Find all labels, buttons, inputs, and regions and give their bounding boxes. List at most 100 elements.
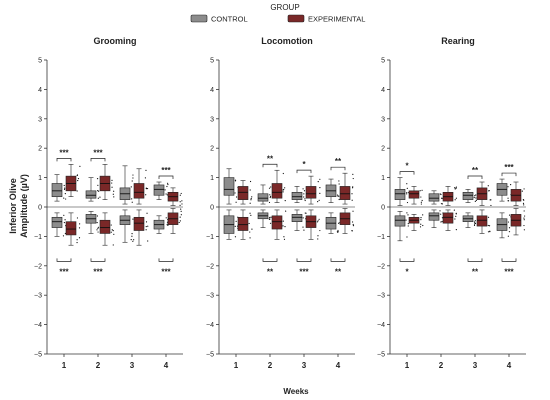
sample-dot [303,190,306,192]
box-control-week1-neg [51,212,67,237]
box-body [291,214,303,223]
box-body [408,190,420,199]
sample-dot [407,214,409,216]
sample-dot [145,221,148,223]
y-tick-label: −3 [206,293,214,300]
sample-dot [146,212,148,214]
box-control-week4-pos [496,178,512,202]
sample-dot [419,226,422,228]
box-control-week3-neg [462,212,477,228]
sample-dot [130,186,132,188]
sample-dot [489,199,491,201]
box-body [428,193,440,202]
sample-dot [166,185,168,188]
sample-dot [421,199,423,202]
sample-dot [145,225,147,228]
y-tick-label: −2 [206,263,214,270]
sample-dot [473,224,476,226]
significance-label: *** [504,163,514,172]
sample-dot [250,214,252,216]
box-experimental-week3-neg [133,209,149,246]
sample-dot [337,229,339,232]
sample-dot [455,215,457,217]
sample-dot [166,182,169,184]
sample-dot [270,186,272,188]
sample-dot [282,172,284,175]
sample-dot [352,223,354,226]
significance-bracket [262,163,278,168]
sample-dot [441,203,443,205]
sample-dot [132,218,134,220]
sample-dot [352,225,355,227]
sample-dot [268,201,271,204]
box-control-week3-neg [291,209,307,231]
sample-dot [79,165,81,167]
significance-label: *** [59,267,69,276]
sample-dot [269,194,271,196]
sample-dot [406,183,408,185]
x-tick-label: 2 [96,361,101,370]
sample-dot [319,178,321,180]
sample-dot [76,174,79,176]
sample-dot [147,225,149,227]
box-control-week1-neg [223,209,239,240]
sample-dot [63,188,66,190]
sample-dot [407,223,409,225]
sample-dot [180,210,182,213]
sample-dot [132,177,134,179]
sample-dot [179,204,181,207]
box-control-week4-neg [325,212,341,234]
sample-dot [352,177,354,180]
sample-dot [284,200,286,202]
sample-dot [455,187,457,189]
sample-dot [99,196,101,198]
sample-dot [96,215,99,217]
sample-dot [111,186,113,188]
significance-bracket [467,258,483,262]
sample-dot [507,200,509,202]
sample-dot [130,238,132,241]
y-tick-label: 4 [38,87,42,94]
sample-dot [454,187,456,189]
significance-bracket [467,175,483,180]
sample-dot [508,231,511,233]
sample-dot [475,197,477,199]
significance-week1-neg: * [399,258,415,276]
sample-dot [352,210,354,212]
box-control-week1-pos [51,174,67,202]
significance-label: * [405,162,409,171]
sample-dot [63,214,65,216]
sample-dot [179,194,181,196]
sample-dot [112,244,114,246]
sample-dot [270,216,272,218]
sample-dot [250,197,252,200]
sample-dot [488,225,491,227]
sample-dot [454,218,456,220]
sample-dot [422,224,424,227]
sample-dot [268,218,270,220]
sample-dot [336,194,339,196]
y-tick-label: 5 [381,58,385,65]
significance-week1-pos: *** [56,148,72,162]
significance-week3-neg: *** [296,258,312,276]
significance-week2-pos: ** [262,154,278,168]
sample-dot [76,239,78,241]
box-body [65,221,77,236]
sample-dot [422,214,424,216]
sample-dot [474,221,476,223]
sample-dot [317,238,319,240]
sample-dot [419,190,421,192]
sample-dot [317,235,319,237]
box-experimental-week4-pos [167,187,183,207]
sample-dot [441,197,443,199]
sample-dot [338,195,340,197]
y-tick-label: −5 [34,352,42,359]
sample-dot [251,196,253,198]
sample-dot [249,180,252,183]
box-body [291,192,303,200]
sample-dot [111,229,113,231]
sample-dot [165,217,167,219]
y-axis-label-line2: Amplitude (µV) [19,174,29,238]
box-body [257,193,269,202]
box-control-week1-neg [394,211,409,242]
